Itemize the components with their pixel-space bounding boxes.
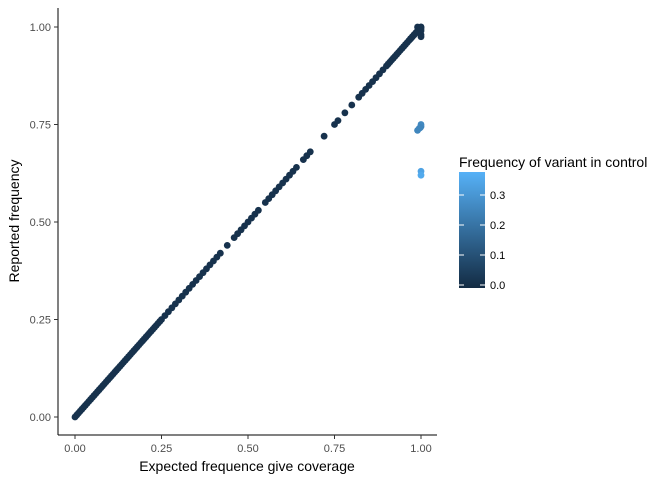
data-point xyxy=(293,164,300,171)
data-points xyxy=(71,23,425,421)
colorbar-tick-label: 0.2 xyxy=(490,220,505,232)
x-axis-ticks: 0.00 0.25 0.50 0.75 1.00 xyxy=(64,435,432,455)
colorbar-tick-label: 0.0 xyxy=(490,280,505,292)
data-point xyxy=(417,33,425,41)
x-tick-label: 0.25 xyxy=(151,443,172,455)
x-tick-label: 0.50 xyxy=(237,443,258,455)
data-point xyxy=(320,132,328,140)
colorbar xyxy=(459,172,485,288)
colorbar-ticks: 0.0 0.1 0.2 0.3 xyxy=(459,190,505,292)
data-point xyxy=(254,206,262,214)
x-tick-label: 1.00 xyxy=(410,443,431,455)
data-point xyxy=(306,148,314,156)
y-tick-label: 0.50 xyxy=(30,217,51,229)
y-axis-title: Reported frequency xyxy=(6,160,22,283)
data-point xyxy=(334,117,342,124)
legend-title: Frequency of variant in control xyxy=(459,154,647,170)
y-tick-label: 0.00 xyxy=(30,412,51,424)
y-tick-label: 1.00 xyxy=(30,22,51,34)
colorbar-tick-label: 0.1 xyxy=(490,250,505,262)
data-point xyxy=(216,249,224,257)
x-tick-label: 0.75 xyxy=(324,443,345,455)
x-axis-title: Expected frequence give coverage xyxy=(139,458,355,474)
data-point xyxy=(348,101,356,109)
outlier-point xyxy=(416,124,424,132)
y-axis-ticks: 0.00 0.25 0.50 0.75 1.00 xyxy=(30,22,58,424)
x-tick-label: 0.00 xyxy=(64,443,85,455)
data-point xyxy=(341,109,349,117)
data-point xyxy=(417,25,425,33)
colorbar-tick-label: 0.3 xyxy=(490,190,505,202)
outlier-point xyxy=(417,171,425,179)
y-tick-label: 0.75 xyxy=(30,120,51,132)
colorbar-legend: Frequency of variant in control 0.00.10.… xyxy=(459,154,647,292)
data-point xyxy=(223,242,231,249)
y-tick-label: 0.25 xyxy=(30,315,51,327)
